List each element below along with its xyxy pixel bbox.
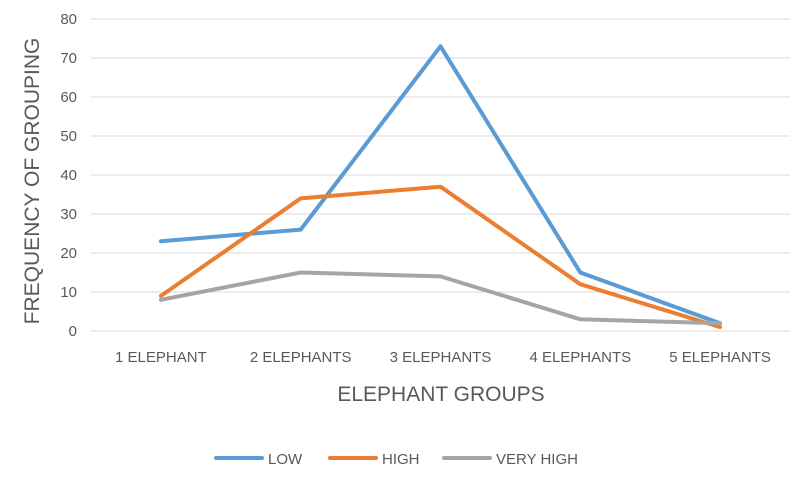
y-tick-label: 70 — [60, 50, 77, 67]
gridlines — [91, 18, 790, 332]
x-tick-label: 4 ELEPHANTS — [529, 349, 631, 366]
y-tick-label: 40 — [60, 167, 77, 184]
x-tick-label: 1 ELEPHANT — [115, 349, 207, 366]
legend-label-low: LOW — [268, 451, 303, 468]
x-tick-label: 3 ELEPHANTS — [390, 349, 492, 366]
series-line-low — [158, 44, 723, 326]
y-tick-label: 0 — [69, 323, 77, 340]
y-tick-label: 60 — [60, 89, 77, 106]
y-tick-label: 50 — [60, 128, 77, 145]
legend-label-very-high: VERY HIGH — [496, 451, 578, 468]
y-axis-ticks: 0 10 20 30 40 50 60 70 80 — [60, 11, 77, 340]
y-tick-label: 20 — [60, 245, 77, 262]
series-lines — [158, 44, 723, 330]
y-tick-label: 10 — [60, 284, 77, 301]
legend: LOW HIGH VERY HIGH — [214, 451, 578, 468]
y-axis-title: FREQUENCY OF GROUPING — [21, 38, 44, 325]
x-tick-label: 5 ELEPHANTS — [669, 349, 771, 366]
x-axis-ticks: 1 ELEPHANT 2 ELEPHANTS 3 ELEPHANTS 4 ELEPHA… — [115, 349, 771, 366]
series-line-very-high — [158, 270, 723, 326]
series-line-high — [158, 184, 723, 330]
y-tick-label: 30 — [60, 206, 77, 223]
legend-label-high: HIGH — [382, 451, 420, 468]
y-tick-label: 80 — [60, 11, 77, 28]
x-axis-title: ELEPHANT GROUPS — [337, 383, 544, 406]
x-tick-label: 2 ELEPHANTS — [250, 349, 352, 366]
